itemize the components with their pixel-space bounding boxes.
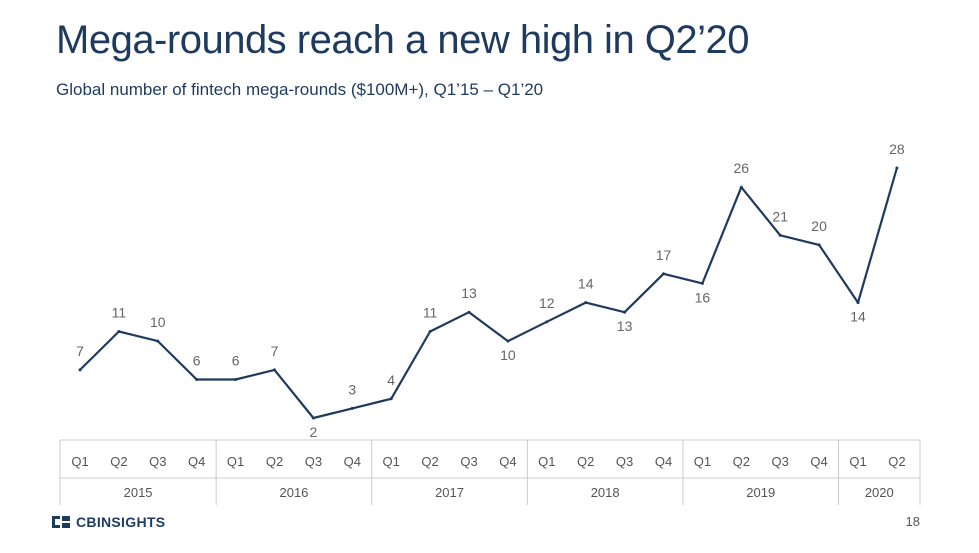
x-tick-label: Q4: [188, 454, 205, 469]
year-label: 2019: [746, 485, 775, 500]
x-tick-label: Q4: [344, 454, 361, 469]
x-tick-label: Q1: [227, 454, 244, 469]
data-label: 11: [423, 304, 438, 320]
data-point: [311, 416, 315, 420]
year-label: 2018: [591, 485, 620, 500]
x-tick-label: Q2: [110, 454, 127, 469]
data-label: 28: [889, 141, 905, 157]
data-label: 7: [76, 343, 84, 359]
x-tick-label: Q4: [655, 454, 672, 469]
x-tick-label: Q3: [305, 454, 322, 469]
data-label: 13: [461, 285, 477, 301]
data-label: 20: [811, 218, 827, 234]
data-label: 2: [310, 424, 318, 440]
data-label: 6: [232, 353, 240, 369]
x-tick-label: Q4: [499, 454, 516, 469]
data-label: 12: [539, 295, 555, 311]
data-point: [350, 406, 354, 410]
x-tick-label: Q3: [460, 454, 477, 469]
x-tick-label: Q2: [577, 454, 594, 469]
x-tick-label: Q1: [538, 454, 555, 469]
page-title: Mega-rounds reach a new high in Q2’20: [56, 18, 750, 62]
data-label: 7: [271, 343, 279, 359]
data-point: [856, 301, 860, 305]
cbinsights-logo-icon: [52, 515, 72, 529]
data-point: [662, 272, 665, 276]
data-label: 3: [348, 381, 356, 397]
x-tick-label: Q3: [772, 454, 789, 469]
data-label: 26: [734, 160, 750, 176]
data-point: [895, 166, 899, 170]
x-tick-label: Q2: [266, 454, 283, 469]
x-tick-label: Q4: [810, 454, 827, 469]
year-label: 2020: [865, 485, 894, 500]
data-point: [700, 281, 704, 285]
x-tick-label: Q1: [383, 454, 400, 469]
data-label: 14: [578, 276, 594, 292]
x-tick-label: Q1: [71, 454, 88, 469]
x-tick-label: Q2: [421, 454, 438, 469]
data-label: 6: [193, 353, 201, 369]
x-tick-label: Q2: [733, 454, 750, 469]
year-label: 2015: [124, 485, 153, 500]
x-tick-label: Q1: [849, 454, 866, 469]
data-point: [234, 378, 238, 382]
line-chart: 7 11 10 6 6 7 2 3 4 11 13 10 12 14 13 17 16 26 21 20 14 28 Q1 Q…: [59, 141, 921, 505]
year-label: 2017: [435, 485, 464, 500]
data-point: [739, 185, 743, 189]
cbinsights-logo: CBINSIGHTS: [52, 513, 165, 531]
data-label: 4: [387, 372, 395, 388]
x-tick-label: Q3: [616, 454, 633, 469]
data-label: 16: [695, 289, 711, 305]
year-label: 2016: [279, 485, 308, 500]
page-number: 18: [905, 514, 920, 529]
chart-subtitle: Global number of fintech mega-rounds ($1…: [56, 80, 544, 99]
data-label: 11: [112, 304, 127, 320]
series-line: [79, 167, 898, 420]
data-point: [428, 329, 432, 333]
data-point: [195, 378, 199, 382]
data-point: [273, 368, 276, 372]
data-point: [584, 301, 588, 305]
data-label: 14: [850, 309, 866, 325]
data-point: [467, 310, 471, 314]
data-point: [506, 339, 510, 343]
data-point: [78, 368, 82, 372]
data-label: 17: [656, 247, 672, 263]
data-label: 13: [617, 318, 633, 334]
data-label: 10: [150, 314, 166, 330]
logo-text: CBINSIGHTS: [76, 514, 166, 530]
data-label: 10: [500, 347, 516, 363]
data-label: 21: [772, 208, 788, 224]
x-tick-label: Q3: [149, 454, 166, 469]
x-tick-label: Q1: [694, 454, 711, 469]
data-point: [778, 233, 782, 237]
data-point: [545, 320, 549, 324]
data-point: [156, 339, 160, 343]
data-point: [117, 329, 121, 333]
data-point: [623, 310, 627, 314]
x-tick-label: Q2: [888, 454, 905, 469]
data-point: [817, 243, 821, 247]
data-point: [389, 397, 393, 401]
